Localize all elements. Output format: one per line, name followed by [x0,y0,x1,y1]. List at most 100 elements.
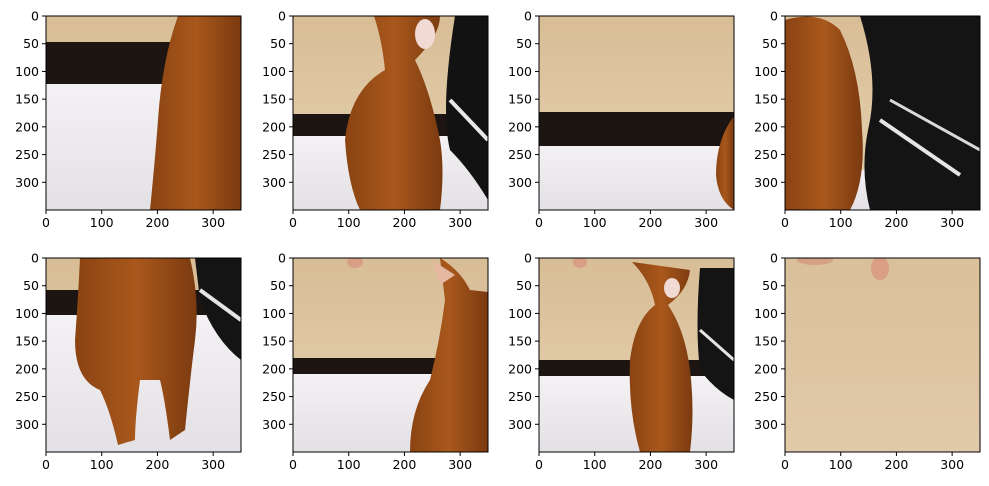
y-tick-label: 100 [15,64,39,79]
panel-3-image [539,16,734,210]
y-tick-label: 0 [31,9,39,24]
y-tick-label: 50 [270,36,286,51]
x-tick-label: 100 [583,457,607,472]
y-tick-label: 300 [754,417,778,432]
y-tick-label: 50 [516,278,532,293]
x-tick-label: 200 [638,215,662,230]
x-tick-label: 300 [940,457,964,472]
y-tick-label: 50 [516,36,532,51]
y-tick-label: 100 [508,64,532,79]
panel-6-frame [292,257,489,453]
y-tick-label: 300 [15,175,39,190]
y-tick-label: 100 [262,64,286,79]
y-tick-label: 50 [23,278,39,293]
y-tick-label: 300 [262,175,286,190]
x-tick-label: 0 [535,457,543,472]
panel-5-image [46,258,241,452]
y-tick-label: 250 [262,147,286,162]
x-tick-label: 0 [781,215,789,230]
y-tick-label: 200 [754,119,778,134]
x-tick-label: 300 [694,215,718,230]
x-tick-label: 300 [694,457,718,472]
y-tick-label: 0 [278,251,286,266]
x-tick-label: 0 [42,457,50,472]
y-tick-label: 100 [15,306,39,321]
x-tick-label: 100 [337,215,361,230]
panel-5-frame [45,257,242,453]
y-tick-label: 200 [754,361,778,376]
y-tick-label: 150 [508,92,532,107]
y-tick-label: 250 [262,389,286,404]
y-tick-label: 50 [762,278,778,293]
y-tick-label: 100 [508,306,532,321]
x-tick-label: 100 [90,457,114,472]
x-tick-label: 200 [145,457,169,472]
x-tick-label: 0 [535,215,543,230]
y-tick-label: 150 [754,334,778,349]
x-tick-label: 300 [448,457,472,472]
y-tick-label: 200 [262,361,286,376]
y-tick-label: 150 [262,92,286,107]
x-tick-label: 0 [42,215,50,230]
y-tick-label: 300 [754,175,778,190]
y-tick-label: 0 [524,251,532,266]
axes-frames [42,15,981,456]
y-tick-label: 300 [508,175,532,190]
y-tick-label: 0 [524,9,532,24]
panel-2-frame [292,15,489,211]
x-tick-label: 200 [392,215,416,230]
y-tick-label: 200 [508,361,532,376]
panel-1-frame [45,15,242,211]
y-tick-label: 250 [15,389,39,404]
y-tick-label: 200 [508,119,532,134]
y-tick-label: 50 [23,36,39,51]
y-tick-label: 200 [15,361,39,376]
y-tick-label: 0 [770,9,778,24]
x-tick-label: 100 [583,215,607,230]
panel-8-image [785,258,980,452]
y-tick-label: 150 [262,334,286,349]
x-tick-label: 200 [638,457,662,472]
y-tick-label: 300 [15,417,39,432]
x-tick-label: 100 [337,457,361,472]
x-tick-label: 0 [781,457,789,472]
y-tick-label: 0 [278,9,286,24]
x-tick-label: 300 [448,215,472,230]
x-tick-label: 100 [90,215,114,230]
y-tick-label: 150 [15,334,39,349]
panel-4-frame [784,15,981,211]
x-tick-label: 200 [145,215,169,230]
panel-7-image [539,258,734,452]
panel-1-image [46,16,241,210]
x-tick-label: 200 [884,457,908,472]
panel-3-frame [538,15,735,211]
panel-2-image [293,16,488,210]
y-tick-label: 250 [15,147,39,162]
y-tick-label: 50 [762,36,778,51]
panel-6-image [293,258,488,452]
y-tick-label: 50 [270,278,286,293]
x-tick-label: 300 [201,457,225,472]
x-tick-label: 0 [289,215,297,230]
x-tick-label: 200 [392,457,416,472]
y-tick-label: 250 [508,389,532,404]
y-tick-label: 100 [754,64,778,79]
y-tick-label: 250 [508,147,532,162]
x-tick-label: 100 [829,457,853,472]
y-tick-label: 200 [15,119,39,134]
x-tick-label: 0 [289,457,297,472]
x-tick-label: 100 [829,215,853,230]
x-tick-label: 300 [940,215,964,230]
y-tick-label: 300 [262,417,286,432]
y-tick-label: 250 [754,147,778,162]
y-tick-label: 100 [262,306,286,321]
y-tick-label: 150 [508,334,532,349]
y-tick-label: 250 [754,389,778,404]
panel-7-frame [538,257,735,453]
y-tick-label: 0 [31,251,39,266]
panel-8-frame [784,257,981,453]
y-tick-label: 200 [262,119,286,134]
y-tick-label: 100 [754,306,778,321]
y-tick-label: 150 [754,92,778,107]
x-tick-label: 200 [884,215,908,230]
